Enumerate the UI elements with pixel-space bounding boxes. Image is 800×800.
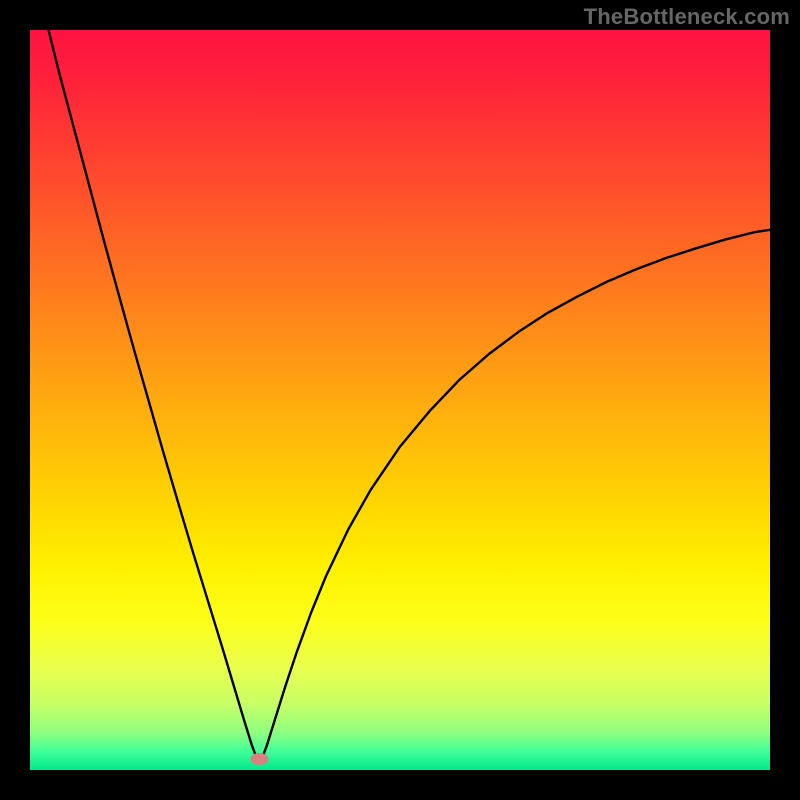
plot-area (30, 30, 770, 770)
optimal-point-marker (250, 753, 268, 765)
watermark-text: TheBottleneck.com (584, 4, 790, 30)
gradient-background (30, 30, 770, 770)
chart-frame: TheBottleneck.com (0, 0, 800, 800)
bottleneck-curve-chart (30, 30, 770, 770)
